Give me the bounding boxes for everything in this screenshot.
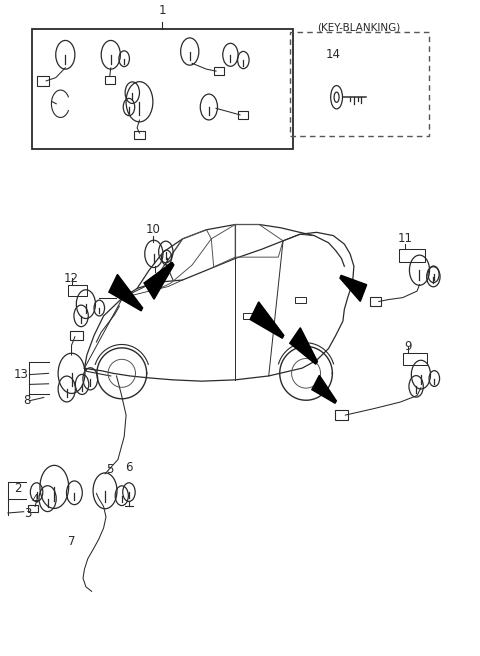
Bar <box>32 29 293 150</box>
Bar <box>28 505 38 512</box>
Bar <box>403 353 427 365</box>
Polygon shape <box>340 276 367 301</box>
Text: 9: 9 <box>404 340 411 353</box>
Bar <box>399 249 425 262</box>
Bar <box>134 131 145 139</box>
Text: (KEY-BLANKING): (KEY-BLANKING) <box>318 22 401 32</box>
Polygon shape <box>312 375 336 403</box>
Text: 8: 8 <box>24 394 31 407</box>
Bar <box>370 297 381 306</box>
Text: 2: 2 <box>14 482 22 495</box>
Text: 1: 1 <box>159 4 166 17</box>
Text: 6: 6 <box>125 461 132 474</box>
Text: 10: 10 <box>145 222 160 236</box>
Bar <box>214 67 224 75</box>
Bar <box>243 313 255 319</box>
Polygon shape <box>109 274 143 311</box>
Bar <box>68 285 87 297</box>
Text: 3: 3 <box>24 506 32 520</box>
Text: 12: 12 <box>64 272 79 285</box>
Bar <box>70 331 83 340</box>
Text: 5: 5 <box>106 462 113 476</box>
Text: 4: 4 <box>32 493 39 506</box>
Polygon shape <box>290 328 317 364</box>
Polygon shape <box>144 262 174 299</box>
Bar <box>290 32 429 136</box>
Bar <box>105 75 115 83</box>
Text: 13: 13 <box>14 368 29 381</box>
Bar <box>238 111 248 119</box>
Bar <box>335 411 348 420</box>
Bar <box>36 76 49 85</box>
Bar <box>295 297 306 303</box>
Text: 11: 11 <box>397 232 413 245</box>
Text: 14: 14 <box>326 49 341 61</box>
Polygon shape <box>250 302 284 338</box>
Text: 7: 7 <box>68 535 75 548</box>
